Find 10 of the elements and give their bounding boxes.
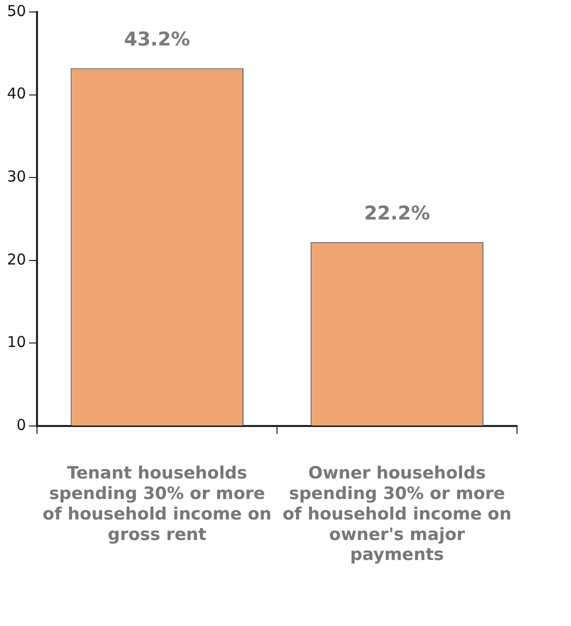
- y-tick-label: 10: [6, 333, 26, 352]
- y-tick-label: 40: [6, 84, 26, 103]
- data-label: 43.2%: [124, 28, 190, 51]
- data-label: 22.2%: [364, 202, 430, 225]
- y-tick-label: 30: [6, 167, 26, 186]
- x-tick-label: Owner households spending 30% or more of household income on owner's major payments: [282, 464, 512, 566]
- y-tick-label: 20: [6, 250, 26, 268]
- x-tick-label: Tenant households spending 30% or more of household income on gross rent: [42, 464, 272, 545]
- y-tick-label: 0: [16, 416, 26, 434]
- y-tick-label: 50: [6, 2, 26, 20]
